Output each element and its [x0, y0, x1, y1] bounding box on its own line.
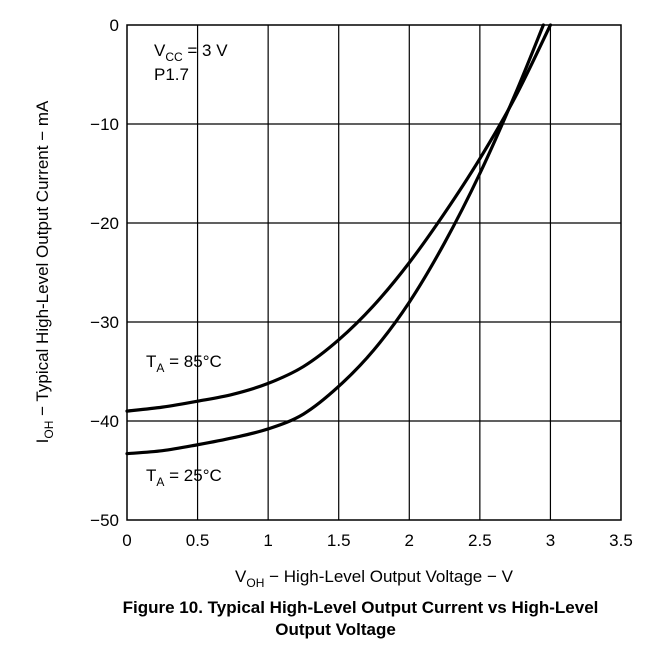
x-tick-label: 3.5	[609, 531, 633, 550]
series-label-85c: TA = 85°C	[146, 352, 222, 375]
x-tick-label: 1.5	[327, 531, 351, 550]
x-tick-label: 0	[122, 531, 131, 550]
x-ticks: 0 0.5 1 1.5 2 2.5 3 3.5	[122, 531, 633, 550]
y-tick-label: −30	[90, 313, 119, 332]
x-tick-label: 0.5	[186, 531, 210, 550]
plot-frame	[126, 24, 622, 521]
y-tick-label: 0	[110, 16, 119, 35]
x-axis-label: VOH − High-Level Output Voltage − V	[235, 567, 514, 590]
figure-caption: Figure 10. Typical High-Level Output Cur…	[0, 597, 671, 641]
caption-line-1: Figure 10. Typical High-Level Output Cur…	[122, 598, 599, 617]
vcc-annotation: VCC = 3 V	[154, 41, 228, 64]
y-axis-label: IOH − Typical High-Level Output Current …	[33, 100, 56, 443]
y-tick-label: −40	[90, 412, 119, 431]
x-tick-label: 3	[546, 531, 555, 550]
curves	[125, 23, 553, 456]
grid	[127, 25, 621, 520]
series-line-1	[125, 23, 545, 456]
series-label-25c: TA = 25°C	[146, 466, 222, 489]
pin-annotation: P1.7	[154, 65, 189, 84]
x-tick-label: 2.5	[468, 531, 492, 550]
series-line-0	[125, 23, 553, 413]
caption-line-2: Output Voltage	[275, 620, 396, 639]
y-tick-label: −20	[90, 214, 119, 233]
chart: 0 0.5 1 1.5 2 2.5 3 3.5 0 −10 −20 −30 −40 −50 VCC = …	[33, 16, 633, 590]
x-tick-label: 1	[263, 531, 272, 550]
y-tick-label: −50	[90, 511, 119, 530]
x-tick-label: 2	[405, 531, 414, 550]
y-tick-label: −10	[90, 115, 119, 134]
y-ticks: 0 −10 −20 −30 −40 −50	[90, 16, 119, 530]
